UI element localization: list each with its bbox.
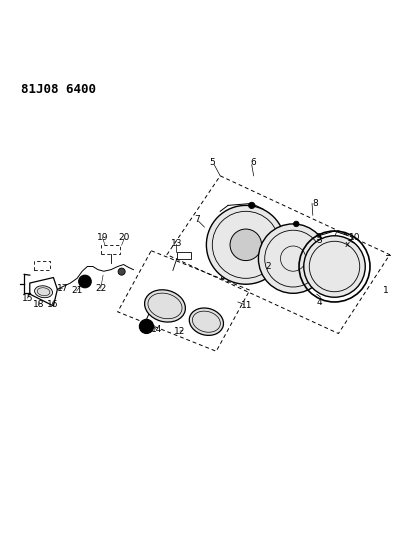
Text: 10: 10 bbox=[349, 233, 360, 242]
Circle shape bbox=[293, 221, 299, 227]
Text: 12: 12 bbox=[174, 327, 186, 336]
Text: 2: 2 bbox=[265, 262, 271, 271]
Text: 14: 14 bbox=[150, 325, 162, 334]
FancyBboxPatch shape bbox=[34, 261, 50, 270]
FancyBboxPatch shape bbox=[222, 269, 241, 278]
Text: 15: 15 bbox=[22, 294, 33, 303]
Text: 6: 6 bbox=[251, 158, 256, 166]
Circle shape bbox=[304, 236, 365, 297]
Text: 20: 20 bbox=[119, 233, 130, 242]
Text: 5: 5 bbox=[209, 158, 215, 166]
Text: 13: 13 bbox=[171, 239, 182, 248]
FancyBboxPatch shape bbox=[101, 245, 120, 254]
Ellipse shape bbox=[189, 308, 224, 335]
Text: 22: 22 bbox=[95, 284, 106, 293]
Text: 11: 11 bbox=[241, 301, 252, 310]
Text: 9: 9 bbox=[316, 233, 322, 242]
FancyBboxPatch shape bbox=[278, 241, 301, 251]
Circle shape bbox=[206, 205, 285, 284]
Text: 16: 16 bbox=[47, 300, 58, 309]
Text: 81J08 6400: 81J08 6400 bbox=[21, 83, 96, 96]
FancyBboxPatch shape bbox=[177, 252, 191, 259]
Circle shape bbox=[139, 319, 154, 334]
Circle shape bbox=[79, 275, 91, 288]
Ellipse shape bbox=[35, 286, 52, 298]
Circle shape bbox=[230, 229, 262, 261]
Text: x: x bbox=[345, 240, 350, 249]
Text: 7: 7 bbox=[194, 215, 200, 224]
Circle shape bbox=[258, 224, 328, 293]
Text: 1: 1 bbox=[383, 286, 389, 295]
Circle shape bbox=[249, 202, 255, 208]
Circle shape bbox=[118, 268, 125, 275]
Text: 17: 17 bbox=[57, 285, 68, 294]
Ellipse shape bbox=[145, 290, 185, 322]
Text: 18: 18 bbox=[33, 300, 44, 309]
Text: 8: 8 bbox=[312, 199, 318, 208]
Text: 3: 3 bbox=[316, 236, 322, 245]
Text: 4: 4 bbox=[316, 298, 322, 307]
Text: 19: 19 bbox=[96, 233, 108, 242]
Text: 21: 21 bbox=[71, 286, 82, 295]
